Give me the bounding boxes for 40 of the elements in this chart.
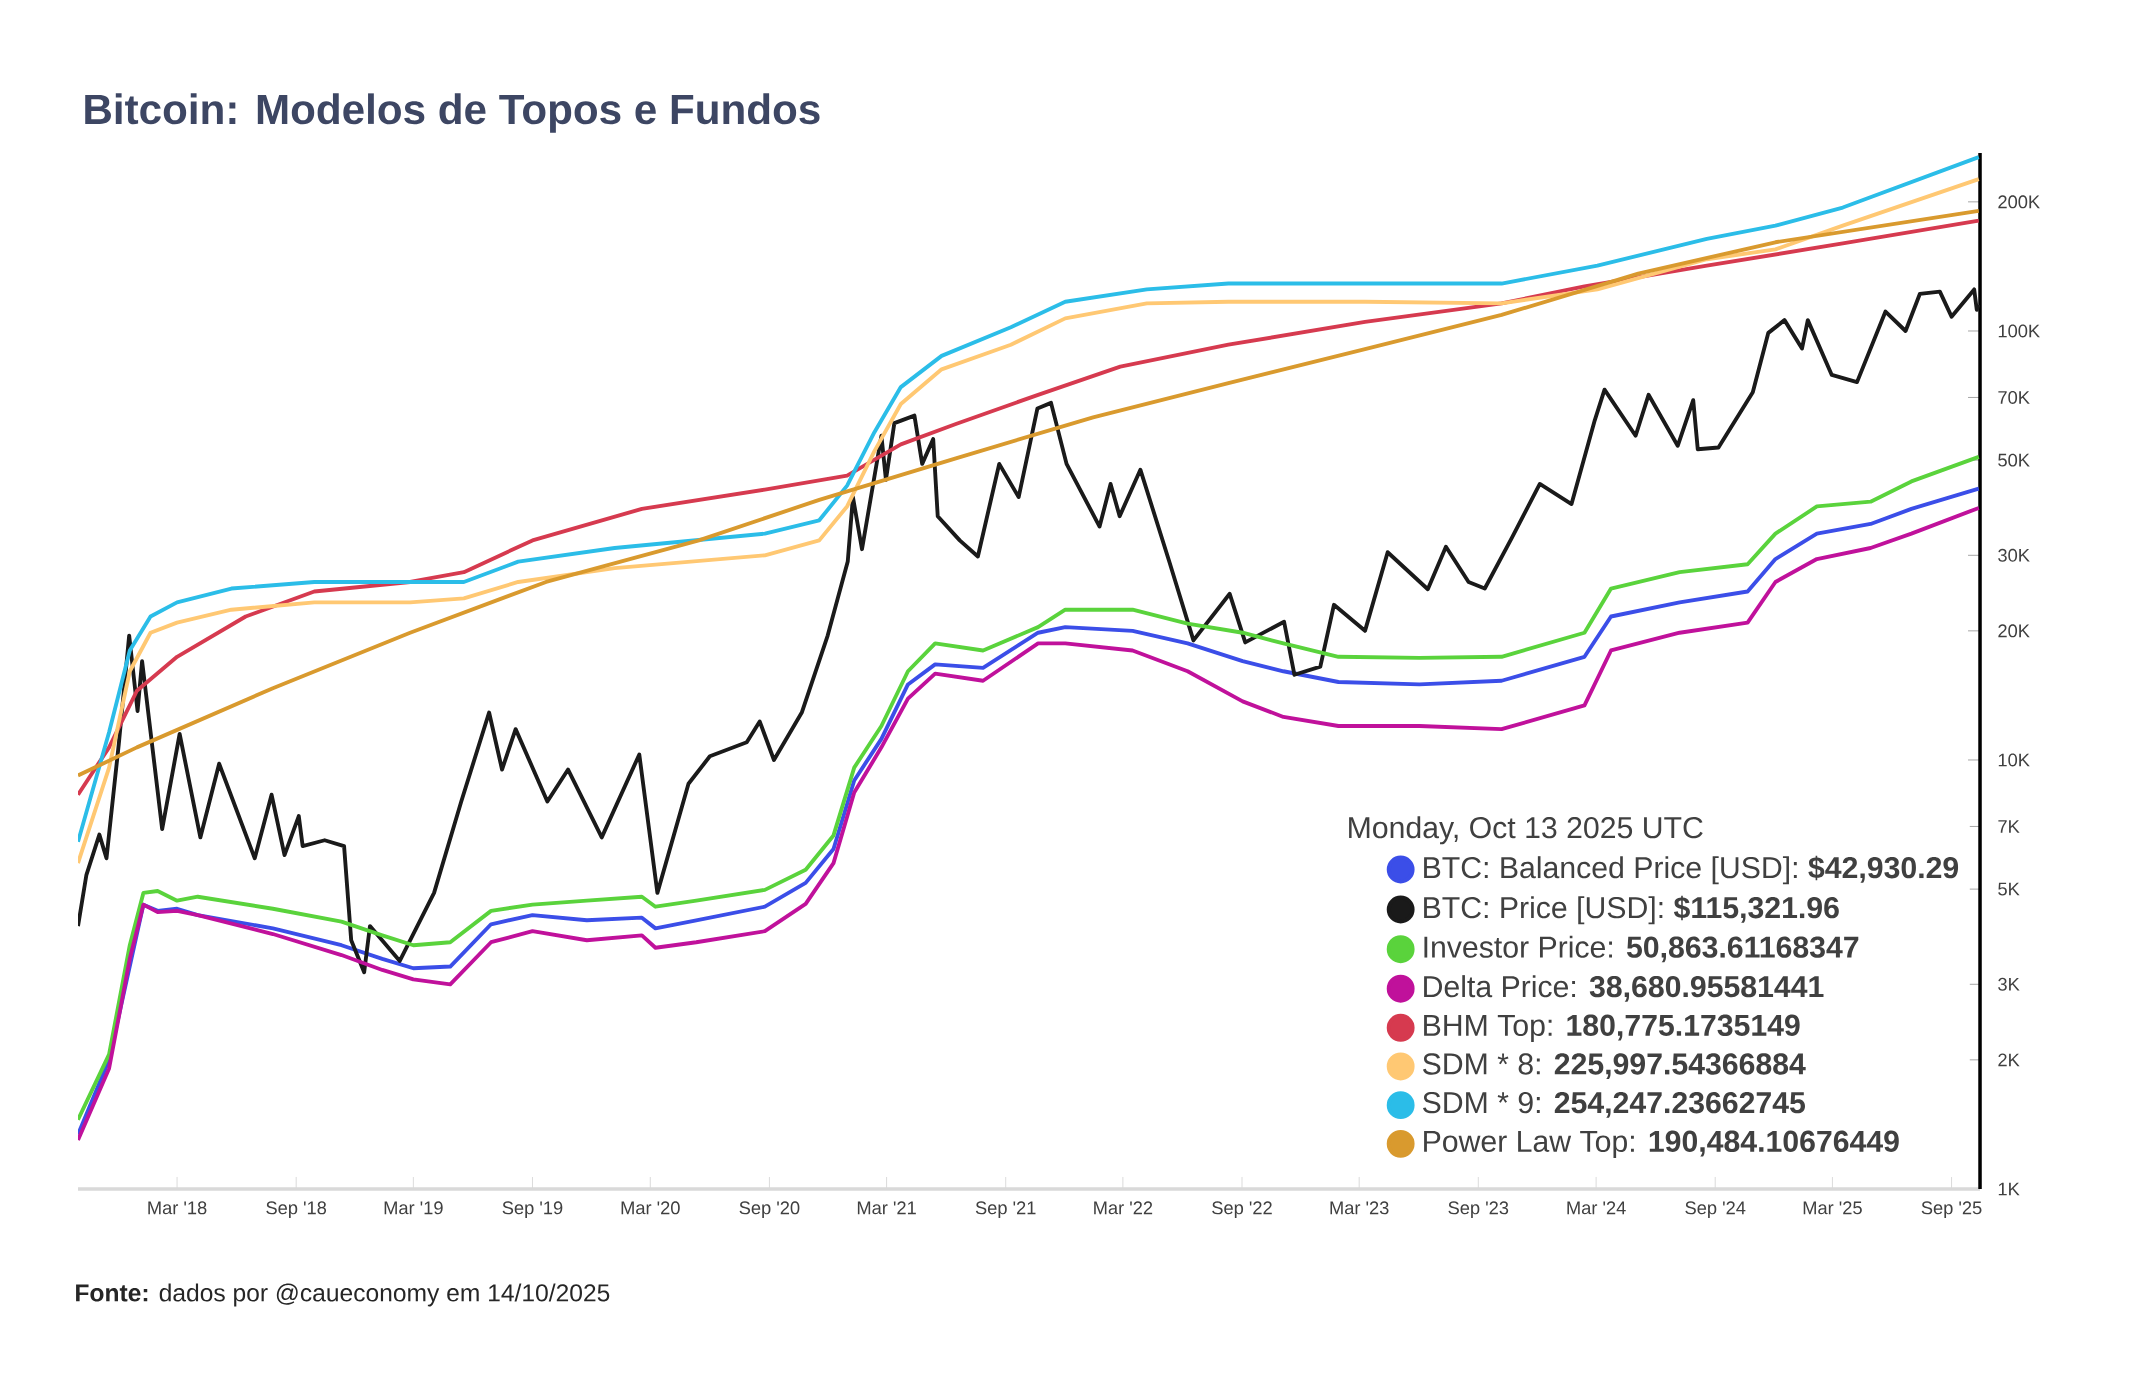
legend-label: Investor Price: 50,863.61168347 (1424, 935, 1859, 963)
y-tick-label: 50K (1998, 453, 2030, 467)
legend-title: Monday, Oct 13 2025 UTC (1349, 816, 1703, 845)
y-tick-label: 100K (1998, 324, 2040, 338)
x-tick-label: Sep '24 (1685, 1201, 1746, 1218)
y-tick-label: 1K (1998, 1182, 2020, 1196)
x-tick-label: Sep '21 (975, 1201, 1036, 1218)
legend-label: BTC: Balanced Price [USD]: $42,930.29 (1424, 855, 1959, 885)
legend-label: BTC: Price [USD]: $115,321.96 (1424, 895, 1839, 925)
x-tick-label: Sep '25 (1921, 1201, 1982, 1218)
x-tick-label: Sep '18 (266, 1201, 327, 1218)
text: Fonte: dados por @caueconomy em 14/10/2025 (76, 1283, 610, 1307)
chart-title: Bitcoin: Modelos de Topos e Fundos (85, 93, 820, 133)
x-tick-label: Sep '19 (502, 1201, 563, 1218)
legend-label: BHM Top: 180,775.1735149 (1424, 1014, 1800, 1042)
y-tick-label: 2K (1998, 1053, 2020, 1067)
x-tick-label: Sep '22 (1212, 1201, 1272, 1218)
y-tick-label: 200K (1998, 195, 2040, 209)
y-tick-label: 30K (1998, 548, 2030, 562)
y-tick-label: 20K (1998, 624, 2030, 638)
legend-label: Delta Price: 38,680.95581441 (1424, 975, 1824, 1002)
x-tick-label: Mar '22 (1094, 1201, 1153, 1215)
x-tick-label: Mar '20 (621, 1201, 680, 1215)
y-tick-label: 70K (1998, 390, 2030, 404)
legend-label: SDM * 9: 254,247.23662745 (1423, 1091, 1806, 1118)
y-tick-label: 5K (1998, 882, 2020, 896)
line-series (78, 287, 1981, 975)
legend-label: SDM * 8: 225,997.54366884 (1423, 1053, 1806, 1080)
y-tick-label: 3K (1998, 977, 2020, 991)
x-tick-label: Mar '24 (1567, 1201, 1626, 1215)
y-tick-label: 10K (1998, 753, 2030, 767)
x-tick-label: Mar '23 (1330, 1201, 1389, 1215)
x-tick-label: Sep '23 (1448, 1201, 1509, 1218)
legend-label: Power Law Top: 190,484.10676449 (1424, 1130, 1899, 1159)
y-tick-label: 7K (1998, 820, 2020, 833)
x-tick-label: Mar '21 (857, 1201, 916, 1215)
x-tick-label: Mar '25 (1803, 1201, 1862, 1215)
x-tick-label: Mar '18 (148, 1201, 207, 1215)
x-tick-label: Mar '19 (384, 1201, 443, 1215)
x-tick-label: Sep '20 (739, 1201, 800, 1218)
